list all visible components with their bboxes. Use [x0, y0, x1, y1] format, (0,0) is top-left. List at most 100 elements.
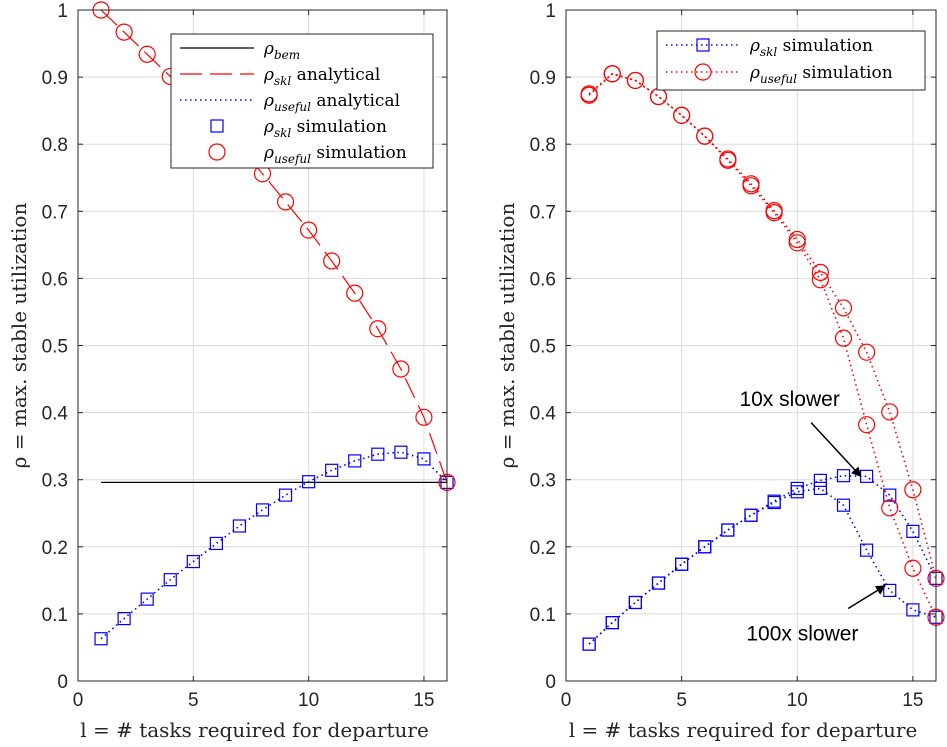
- circle-marker: [834, 329, 853, 347]
- series: [94, 445, 454, 646]
- circle-marker: [323, 252, 341, 270]
- y-tick-label: 1: [57, 1, 68, 22]
- square-marker: [813, 481, 827, 496]
- square-marker: [232, 519, 247, 533]
- y-tick-label: 0: [57, 672, 68, 693]
- series-line: [588, 72, 937, 618]
- legend-label: ρskl simulation: [263, 117, 387, 140]
- square-marker: [255, 503, 270, 517]
- circle-marker: [834, 299, 853, 317]
- legend-label: ρbem: [263, 39, 300, 62]
- y-tick-label: 0.6: [42, 269, 68, 290]
- x-tick-label: 0: [73, 690, 84, 711]
- circle-marker: [673, 106, 691, 124]
- legend-box: [170, 33, 434, 169]
- circle-marker: [881, 403, 899, 421]
- y-tick-label: 0.2: [530, 538, 556, 559]
- square-marker: [813, 473, 827, 487]
- square-marker: [348, 454, 362, 468]
- series: [100, 9, 448, 483]
- square-marker: [883, 488, 897, 502]
- circle-marker: [904, 481, 922, 499]
- annotation: 10x slower: [739, 388, 862, 478]
- square-marker: [860, 543, 874, 557]
- y-axis-label: ρ = max. stable utilization: [495, 203, 519, 469]
- x-axis-label: l = # tasks required for departure: [569, 718, 918, 742]
- y-axis-label: ρ = max. stable utilization: [7, 203, 31, 469]
- annotation-arrow: [810, 422, 862, 478]
- y-tick-label: 1: [545, 1, 556, 22]
- y-tick-label: 0.2: [42, 538, 68, 559]
- y-tick-label: 0.1: [42, 605, 68, 626]
- square-marker: [836, 469, 851, 483]
- annotation: 100x slower: [746, 585, 886, 646]
- square-marker: [628, 595, 642, 610]
- x-tick-label: 5: [188, 690, 199, 711]
- circle-marker: [346, 284, 364, 302]
- left-chart-panel: 0 5 10 15 0 0.1 0.2 0.3 0.4 0.5 0.6 0.7 0.8 0.9 1 l = #…: [7, 1, 456, 742]
- circle-marker: [369, 320, 387, 338]
- square-marker: [140, 592, 154, 606]
- square-marker: [721, 523, 735, 537]
- legend: ρbem ρskl analytical ρuseful analytical ρsk…: [170, 33, 434, 169]
- y-tick-label: 0.8: [530, 135, 556, 156]
- series-line: [100, 9, 448, 483]
- circle-marker: [811, 271, 829, 289]
- x-tick-label: 10: [787, 690, 808, 711]
- circle-marker: [788, 234, 806, 252]
- series-line: [588, 487, 937, 645]
- legend-label: ρskl simulation: [749, 36, 873, 59]
- x-tick-label: 15: [413, 690, 434, 711]
- circle-marker: [208, 143, 226, 161]
- circle-marker: [765, 204, 783, 222]
- square-marker: [836, 498, 851, 512]
- square-marker: [325, 463, 339, 477]
- y-tick-label: 0.3: [530, 471, 556, 492]
- legend-label: ρuseful simulation: [263, 143, 407, 166]
- annotation-text: 100x slower: [746, 623, 858, 646]
- circle-marker: [742, 177, 760, 195]
- square-marker: [94, 632, 108, 646]
- y-tick-label: 0.1: [530, 605, 556, 626]
- circle-marker: [626, 71, 644, 90]
- square-marker: [906, 524, 920, 538]
- circle-marker: [904, 559, 922, 577]
- square-marker: [209, 536, 223, 551]
- y-tick-label: 0.7: [530, 202, 556, 223]
- y-tick-label: 0.5: [530, 337, 556, 358]
- circle-marker: [858, 416, 876, 434]
- y-tick-label: 0.8: [42, 135, 68, 156]
- square-marker: [744, 508, 758, 522]
- y-tick-label: 0.6: [530, 269, 556, 290]
- legend-label: ρskl analytical: [263, 65, 380, 88]
- circle-marker: [415, 408, 433, 426]
- x-tick-label: 0: [561, 690, 572, 711]
- circle-marker: [858, 343, 876, 361]
- circle-marker: [788, 230, 806, 249]
- circle-marker: [580, 86, 598, 104]
- circle-marker: [276, 193, 295, 211]
- square-marker: [696, 38, 710, 52]
- x-tick-label: 15: [902, 690, 923, 711]
- square-marker: [790, 485, 804, 499]
- annotation-text: 10x slower: [739, 388, 839, 411]
- square-marker: [698, 540, 712, 554]
- y-tick-label: 0.5: [42, 337, 68, 358]
- square-marker: [675, 557, 689, 571]
- y-tick-label: 0.9: [42, 68, 68, 89]
- right-chart-panel: 0 5 10 15 0 0.1 0.2 0.3 0.4 0.5 0.6 0.7 0.8 0.9 1 l = #…: [495, 1, 945, 742]
- circle-marker: [392, 360, 410, 378]
- x-tick-label: 10: [298, 690, 319, 711]
- y-tick-label: 0.4: [42, 404, 69, 425]
- circle-marker: [138, 45, 156, 63]
- circle-marker: [694, 63, 712, 81]
- series-line: [100, 451, 448, 640]
- square-marker: [302, 475, 316, 489]
- x-tick-label: 5: [676, 690, 687, 711]
- square-marker: [651, 576, 666, 590]
- circle-marker: [300, 221, 318, 239]
- legend-label: ρuseful analytical: [263, 91, 400, 114]
- square-marker: [186, 554, 200, 569]
- square-marker: [210, 119, 224, 133]
